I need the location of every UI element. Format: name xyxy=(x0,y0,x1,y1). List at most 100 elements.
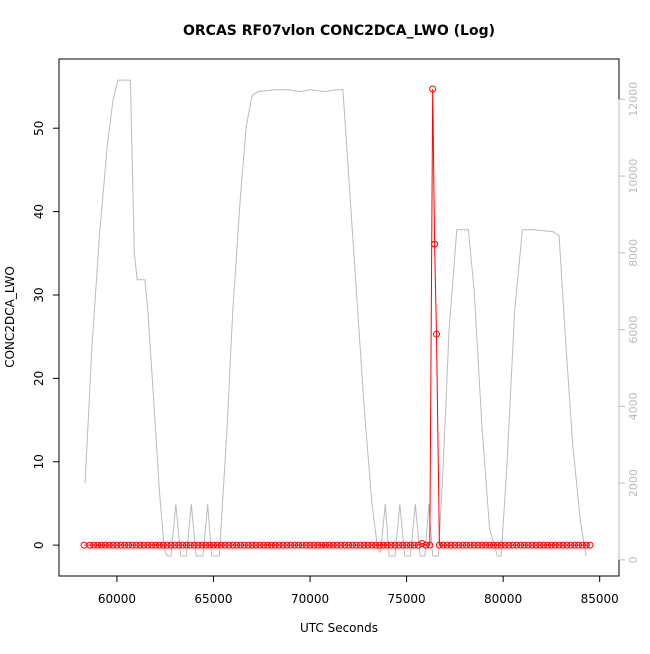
data-point xyxy=(252,541,260,549)
data-point xyxy=(136,541,144,549)
data-point xyxy=(540,541,548,549)
y-axis-label: CONC2DCA_LWO xyxy=(3,266,17,368)
data-point xyxy=(229,541,237,549)
data-point xyxy=(551,541,559,549)
data-point xyxy=(403,541,411,549)
data-point xyxy=(451,541,459,549)
y-tick-label-left: 40 xyxy=(32,204,46,219)
data-point xyxy=(486,541,494,549)
data-point xyxy=(291,541,299,549)
data-point xyxy=(287,541,295,549)
data-point xyxy=(329,541,337,549)
data-point xyxy=(395,541,403,549)
data-point xyxy=(571,541,579,549)
data-point xyxy=(414,541,422,549)
data-point xyxy=(117,541,125,549)
data-point xyxy=(509,541,517,549)
data-point xyxy=(221,541,229,549)
data-point xyxy=(567,541,575,549)
data-point xyxy=(206,541,214,549)
data-point xyxy=(155,541,163,549)
data-point xyxy=(372,541,380,549)
x-axis-label: UTC Seconds xyxy=(300,621,378,635)
data-point xyxy=(418,539,426,547)
data-point xyxy=(431,240,439,248)
data-point xyxy=(294,541,302,549)
data-point xyxy=(578,541,586,549)
data-point xyxy=(125,541,133,549)
y-tick-label-right: 4000 xyxy=(627,392,640,420)
series-line-right xyxy=(84,79,587,557)
x-tick-label: 85000 xyxy=(581,592,619,606)
data-point xyxy=(356,541,364,549)
data-point xyxy=(391,541,399,549)
data-point xyxy=(574,541,582,549)
data-point xyxy=(244,541,252,549)
data-point xyxy=(109,541,117,549)
data-point xyxy=(194,541,202,549)
data-point xyxy=(439,541,447,549)
data-point xyxy=(383,541,391,549)
data-point xyxy=(198,541,206,549)
y-tick-label-left: 50 xyxy=(32,121,46,136)
data-point xyxy=(310,541,318,549)
data-point xyxy=(86,541,94,549)
data-point xyxy=(429,85,437,93)
data-point xyxy=(524,541,532,549)
data-point xyxy=(505,541,513,549)
data-point xyxy=(459,541,467,549)
data-point xyxy=(260,541,268,549)
series-line-left xyxy=(84,88,590,546)
y-axis-right: 0 2000 4000 6000 8000 10000 12000 xyxy=(618,82,640,563)
data-point xyxy=(163,541,171,549)
data-point xyxy=(306,541,314,549)
data-point xyxy=(478,541,486,549)
data-point xyxy=(410,541,418,549)
data-point xyxy=(233,541,241,549)
data-point xyxy=(237,541,245,549)
data-point xyxy=(159,541,167,549)
data-point xyxy=(349,541,357,549)
data-point xyxy=(182,541,190,549)
chart-title: ORCAS RF07vlon CONC2DCA_LWO (Log) xyxy=(183,23,495,39)
data-point xyxy=(341,541,349,549)
data-point xyxy=(283,541,291,549)
data-point xyxy=(152,541,160,549)
data-point xyxy=(482,541,490,549)
data-point xyxy=(426,541,434,549)
data-point xyxy=(443,541,451,549)
data-point xyxy=(547,541,555,549)
data-point xyxy=(422,541,430,549)
x-tick-label: 70000 xyxy=(291,592,329,606)
data-point xyxy=(94,541,102,549)
data-point xyxy=(345,541,353,549)
data-point xyxy=(179,541,187,549)
data-point xyxy=(337,541,345,549)
x-tick-label: 60000 xyxy=(98,592,136,606)
data-point xyxy=(225,541,233,549)
data-point xyxy=(517,541,525,549)
data-point xyxy=(563,541,571,549)
data-point xyxy=(318,541,326,549)
data-point xyxy=(213,541,221,549)
data-point xyxy=(275,541,283,549)
data-point xyxy=(376,541,384,549)
data-point xyxy=(202,541,210,549)
data-point xyxy=(314,541,322,549)
data-point xyxy=(333,541,341,549)
data-point xyxy=(101,541,109,549)
data-point xyxy=(140,541,148,549)
data-point xyxy=(128,541,136,549)
data-point xyxy=(248,541,256,549)
data-point xyxy=(325,541,333,549)
data-point xyxy=(462,541,470,549)
y-tick-label-left: 0 xyxy=(32,541,46,549)
data-point xyxy=(352,541,360,549)
data-point xyxy=(279,541,287,549)
data-point xyxy=(387,541,395,549)
data-point xyxy=(240,541,248,549)
series-layer xyxy=(80,79,594,557)
data-point xyxy=(90,541,98,549)
